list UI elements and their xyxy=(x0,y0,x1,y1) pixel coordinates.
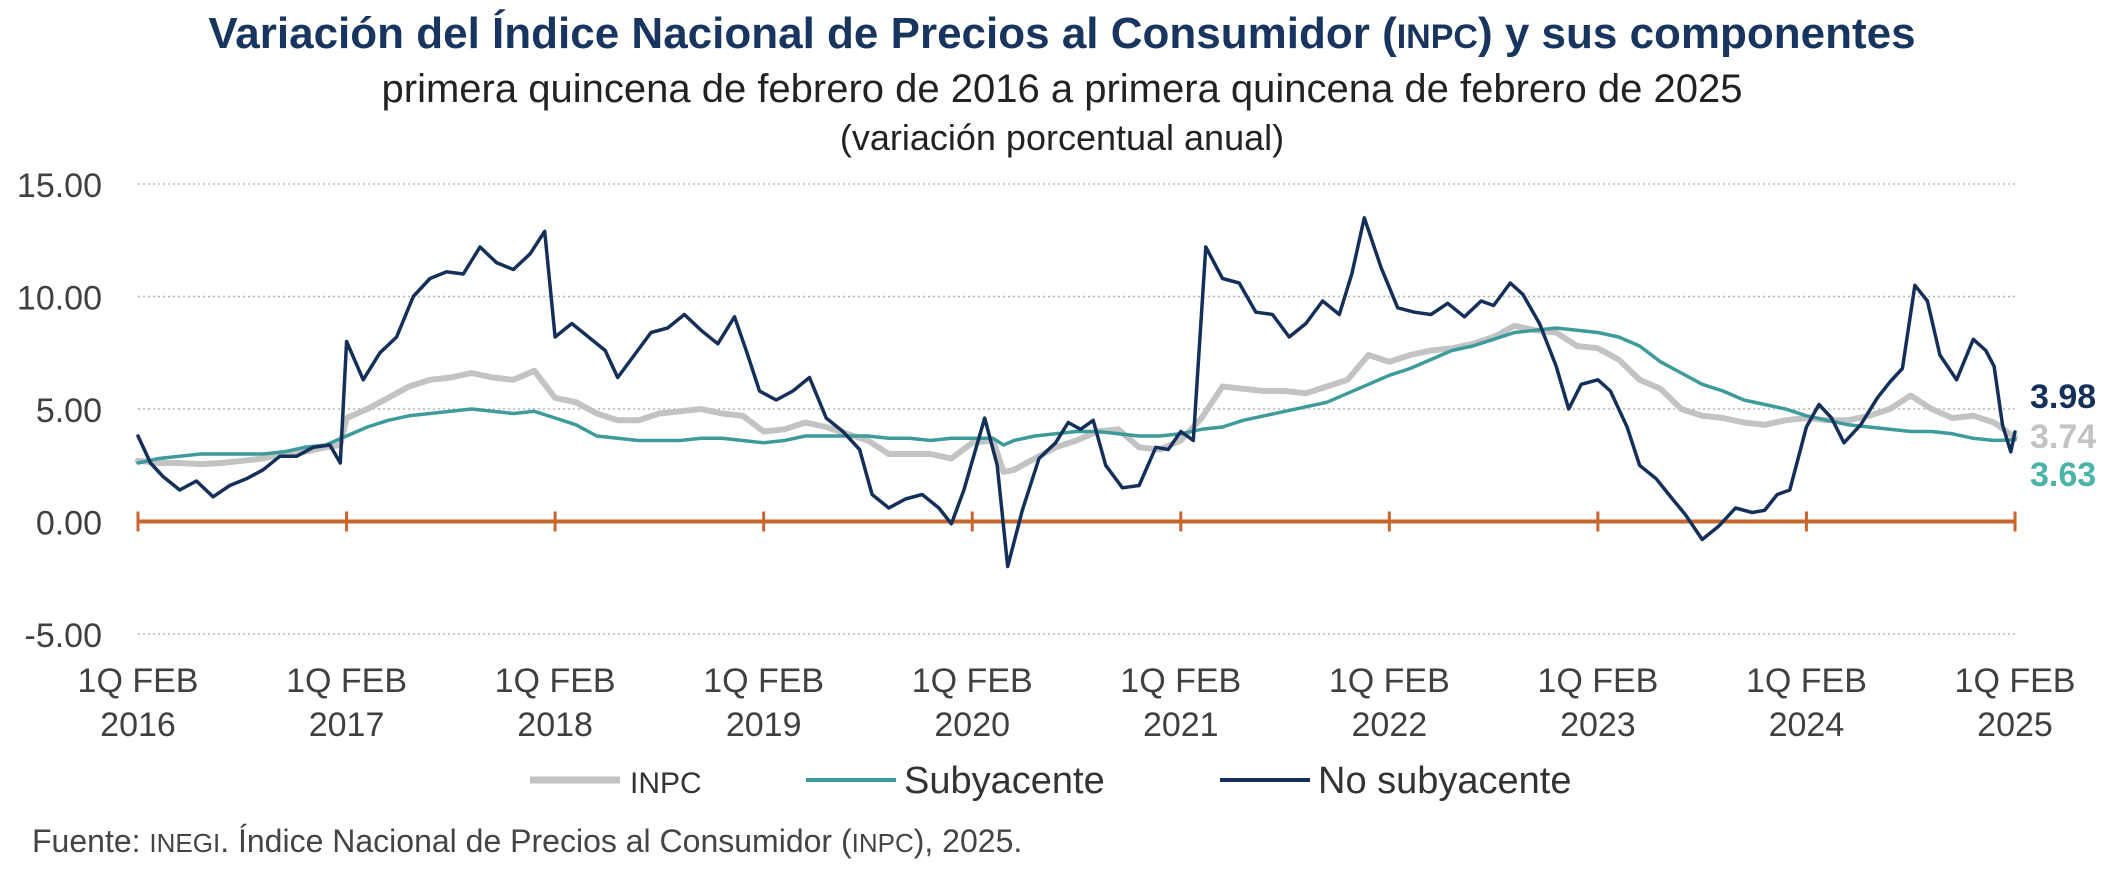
series-line-inpc xyxy=(135,322,2018,475)
x-tick-label: 1Q FEB xyxy=(1537,662,1658,700)
chart-subtitle: primera quincena de febrero de 2016 a pr… xyxy=(382,67,1743,111)
legend: INPC Subyacente No subyacente xyxy=(530,760,1572,802)
legend-label-no-subyacente: No subyacente xyxy=(1318,760,1572,802)
y-tick-label: 5.00 xyxy=(36,392,102,430)
x-tick-label: 2023 xyxy=(1560,706,1636,744)
x-tick-label: 1Q FEB xyxy=(495,662,616,700)
legend-label-inpc: INPC xyxy=(630,767,702,800)
x-axis-tick-labels: 1Q FEB 2016 1Q FEB 2017 1Q FEB 2018 1Q FEB 2019… xyxy=(78,662,2076,744)
x-tick-label: 2022 xyxy=(1352,706,1428,744)
gridlines xyxy=(138,183,2015,635)
x-tick-label: 2025 xyxy=(1977,706,2053,744)
x-tick-label: 2021 xyxy=(1143,706,1219,744)
x-tick-label: 1Q FEB xyxy=(912,662,1033,700)
y-tick-label: 0.00 xyxy=(36,505,102,543)
y-tick-label: -5.00 xyxy=(25,617,103,655)
end-labels: 3.743.63 3.98 xyxy=(2030,378,2096,494)
x-tick-label: 1Q FEB xyxy=(1120,662,1241,700)
y-tick-label: 15.00 xyxy=(17,167,102,205)
chart-unit-label: (variación porcentual anual) xyxy=(840,117,1284,158)
series-line-subyacente xyxy=(136,326,2017,465)
x-tick-label: 2017 xyxy=(309,706,385,744)
series-lines xyxy=(135,216,2018,569)
y-tick-label: 10.00 xyxy=(17,280,102,318)
source-abbr: INPC xyxy=(852,828,914,858)
x-tick-label: 2019 xyxy=(726,706,802,744)
x-tick-label: 1Q FEB xyxy=(1746,662,1867,700)
chart-title: Variación del Índice Nacional de Precios… xyxy=(208,8,1915,58)
x-tick-label: 1Q FEB xyxy=(286,662,407,700)
x-tick-label: 1Q FEB xyxy=(703,662,824,700)
zero-axis xyxy=(136,511,2017,532)
end-label-no-subyacente: 3.98 xyxy=(2030,378,2096,416)
x-tick-label: 1Q FEB xyxy=(1329,662,1450,700)
legend-label-subyacente: Subyacente xyxy=(904,760,1105,802)
series-line-no-subyacente xyxy=(136,216,2017,569)
chart-title-abbr: INPC xyxy=(1397,18,1478,56)
x-tick-label: 1Q FEB xyxy=(78,662,199,700)
x-tick-label: 2016 xyxy=(100,706,176,744)
x-tick-label: 1Q FEB xyxy=(1955,662,2076,700)
end-label-inpc: 3.74 xyxy=(2030,418,2096,456)
source-note: Fuente: INEGI. Índice Nacional de Precio… xyxy=(32,823,1022,859)
x-tick-label: 2020 xyxy=(934,706,1010,744)
y-axis-tick-labels: 15.00 10.00 5.00 0.00 -5.00 xyxy=(17,167,102,655)
source-org: INEGI xyxy=(149,828,220,858)
x-tick-label: 2018 xyxy=(517,706,593,744)
x-tick-label: 2024 xyxy=(1769,706,1845,744)
end-label-subyacente: 3.63 xyxy=(2030,456,2096,494)
